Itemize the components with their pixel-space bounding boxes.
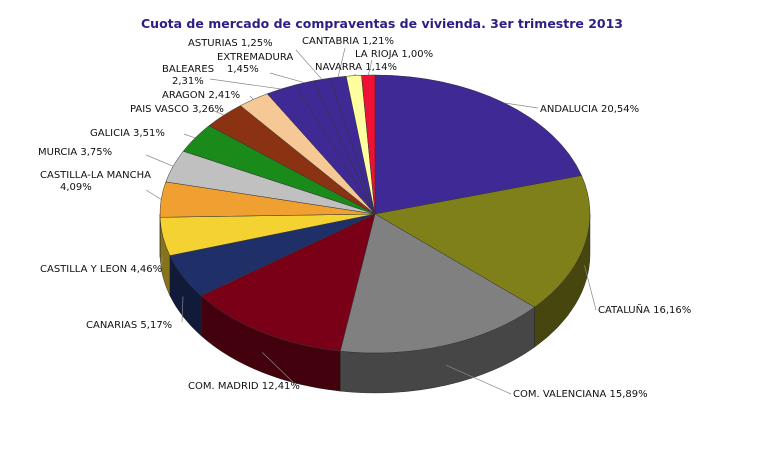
slice-label: GALICIA 3,51% bbox=[90, 128, 165, 139]
slice-label: CANTABRIA 1,21% bbox=[302, 36, 394, 47]
leader-line bbox=[445, 364, 512, 395]
leader-line bbox=[367, 59, 373, 76]
pie-tops bbox=[159, 74, 591, 354]
leader-line bbox=[145, 154, 174, 167]
leader-line bbox=[249, 95, 254, 100]
pie-slice-cataluña[interactable] bbox=[374, 175, 591, 308]
pie-sides bbox=[159, 213, 591, 394]
slice-label: 1,45% bbox=[227, 64, 259, 75]
slice-label: LA RIOJA 1,00% bbox=[355, 49, 433, 60]
slice-label: BALEARES bbox=[162, 64, 214, 75]
leader-line bbox=[353, 73, 357, 76]
slice-label: NAVARRA 1,14% bbox=[315, 62, 397, 73]
slice-label: CANARIAS 5,17% bbox=[86, 320, 172, 331]
slice-label: EXTREMADURA bbox=[217, 52, 293, 63]
leader-line bbox=[295, 49, 323, 80]
chart-title: Cuota de mercado de compraventas de vivi… bbox=[141, 16, 623, 31]
slice-label: PAIS VASCO 3,26% bbox=[130, 104, 224, 115]
leader-line bbox=[211, 109, 225, 116]
leader-line bbox=[159, 256, 164, 269]
slice-label: 2,31% bbox=[172, 76, 204, 87]
pie-slice-andalucia[interactable] bbox=[374, 74, 582, 215]
slice-label: ANDALUCIA 20,54% bbox=[540, 104, 639, 115]
leader-line bbox=[209, 78, 282, 90]
leader-line bbox=[145, 189, 162, 200]
slice-label: 4,09% bbox=[60, 182, 92, 193]
leader-line bbox=[181, 296, 184, 323]
slice-label: CATALUÑA 16,16% bbox=[598, 303, 691, 316]
slice-labels: ANDALUCIA 20,54% CATALUÑA 16,16% COM. VALE… bbox=[38, 36, 691, 400]
slice-label: ARAGON 2,41% bbox=[162, 90, 240, 101]
leader-line bbox=[261, 352, 297, 386]
leader-line bbox=[504, 102, 539, 109]
slice-label: ASTURIAS 1,25% bbox=[188, 38, 273, 49]
slice-label: CASTILLA Y LEON 4,46% bbox=[40, 264, 162, 275]
leader-line bbox=[183, 133, 196, 139]
slice-label: COM. MADRID 12,41% bbox=[188, 381, 300, 392]
leader-line bbox=[337, 47, 346, 78]
slice-label: COM. VALENCIANA 15,89% bbox=[513, 389, 648, 400]
pie-slice-com-madrid[interactable] bbox=[200, 213, 376, 352]
pie-slice-com-valenciana[interactable] bbox=[339, 213, 535, 354]
leader-line bbox=[269, 72, 305, 84]
slice-label: CASTILLA-LA MANCHA bbox=[40, 170, 151, 181]
slice-label: MURCIA 3,75% bbox=[38, 147, 112, 158]
leader-line bbox=[584, 265, 597, 311]
pie-slice-la-rioja[interactable] bbox=[361, 74, 376, 215]
